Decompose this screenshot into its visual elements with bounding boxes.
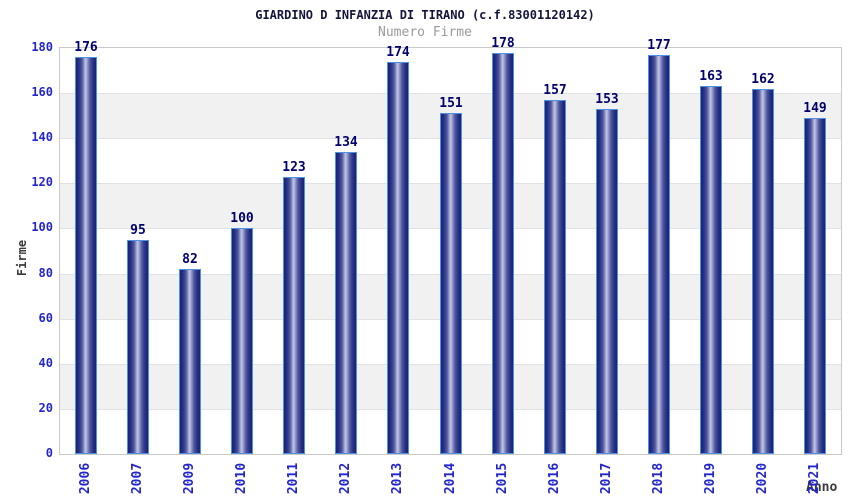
bar-2017 <box>596 109 618 454</box>
y-tick-140: 140 <box>31 130 53 145</box>
value-label-2019: 163 <box>699 69 723 84</box>
x-tick-text-2006: 2006 <box>78 462 94 494</box>
value-label-2013: 174 <box>386 45 410 60</box>
x-tick-2014: 2014 <box>443 460 459 496</box>
y-tick-40: 40 <box>38 355 53 370</box>
x-tick-text-2021: 2021 <box>807 462 823 494</box>
y-tick-160: 160 <box>31 85 53 100</box>
bar-2006 <box>75 57 97 454</box>
bar-2014 <box>440 113 462 454</box>
bar-2009 <box>179 269 201 454</box>
y-tick-20: 20 <box>38 400 53 415</box>
value-label-2007: 95 <box>130 223 146 238</box>
bar-2011 <box>283 177 305 454</box>
x-tick-2012: 2012 <box>338 460 354 496</box>
y-tick-180: 180 <box>31 40 53 54</box>
x-tick-2019: 2019 <box>703 460 719 496</box>
bar-2016 <box>544 100 566 454</box>
y-tick-0: 0 <box>45 446 53 460</box>
x-tick-2017: 2017 <box>599 460 615 496</box>
bar-2015 <box>492 53 514 454</box>
x-tick-2011: 2011 <box>286 460 302 496</box>
x-tick-text-2013: 2013 <box>390 462 406 494</box>
value-label-2006: 176 <box>74 40 98 55</box>
x-tick-text-2011: 2011 <box>286 462 302 494</box>
value-label-2021: 149 <box>803 101 827 116</box>
x-tick-text-2018: 2018 <box>651 462 667 494</box>
x-tick-text-2014: 2014 <box>443 462 459 494</box>
y-tick-80: 80 <box>38 265 53 280</box>
y-tick-120: 120 <box>31 175 53 190</box>
value-label-2016: 157 <box>543 83 567 98</box>
x-tick-text-2020: 2020 <box>755 462 771 494</box>
bar-2018 <box>648 55 670 454</box>
value-label-2010: 100 <box>230 211 254 226</box>
x-tick-2021: 2021 <box>807 460 823 496</box>
x-tick-text-2019: 2019 <box>703 462 719 494</box>
x-tick-text-2010: 2010 <box>234 462 250 494</box>
bar-2019 <box>700 86 722 454</box>
x-tick-text-2015: 2015 <box>495 462 511 494</box>
value-label-2014: 151 <box>439 96 463 111</box>
bar-2010 <box>231 228 253 454</box>
x-tick-2007: 2007 <box>130 460 146 496</box>
x-tick-2016: 2016 <box>547 460 563 496</box>
x-tick-2015: 2015 <box>495 460 511 496</box>
x-tick-2013: 2013 <box>390 460 406 496</box>
y-tick-100: 100 <box>31 220 53 235</box>
x-tick-text-2016: 2016 <box>547 462 563 494</box>
value-label-2015: 178 <box>491 36 515 51</box>
bar-2020 <box>752 89 774 454</box>
x-axis-title: Anno <box>806 480 838 495</box>
x-tick-2009: 2009 <box>182 460 198 496</box>
chart-subtitle: Numero Firme <box>378 25 472 40</box>
value-label-2017: 153 <box>595 92 619 107</box>
bar-2007 <box>127 240 149 454</box>
value-label-2012: 134 <box>334 135 358 150</box>
x-tick-text-2012: 2012 <box>338 462 354 494</box>
value-label-2011: 123 <box>282 160 306 175</box>
x-tick-text-2017: 2017 <box>599 462 615 494</box>
x-tick-text-2009: 2009 <box>182 462 198 494</box>
gridline-160 <box>60 93 841 95</box>
value-label-2020: 162 <box>751 72 775 87</box>
value-label-2009: 82 <box>182 252 198 267</box>
bar-2012 <box>335 152 357 454</box>
x-tick-2020: 2020 <box>755 460 771 496</box>
y-tick-60: 60 <box>38 310 53 325</box>
x-tick-text-2007: 2007 <box>130 462 146 494</box>
x-tick-2010: 2010 <box>234 460 250 496</box>
bar-2013 <box>387 62 409 454</box>
bar-2021 <box>804 118 826 454</box>
chart-title: GIARDINO D INFANZIA DI TIRANO (c.f.83001… <box>255 8 595 22</box>
value-label-2018: 177 <box>647 38 671 53</box>
x-tick-2006: 2006 <box>78 460 94 496</box>
x-tick-2018: 2018 <box>651 460 667 496</box>
